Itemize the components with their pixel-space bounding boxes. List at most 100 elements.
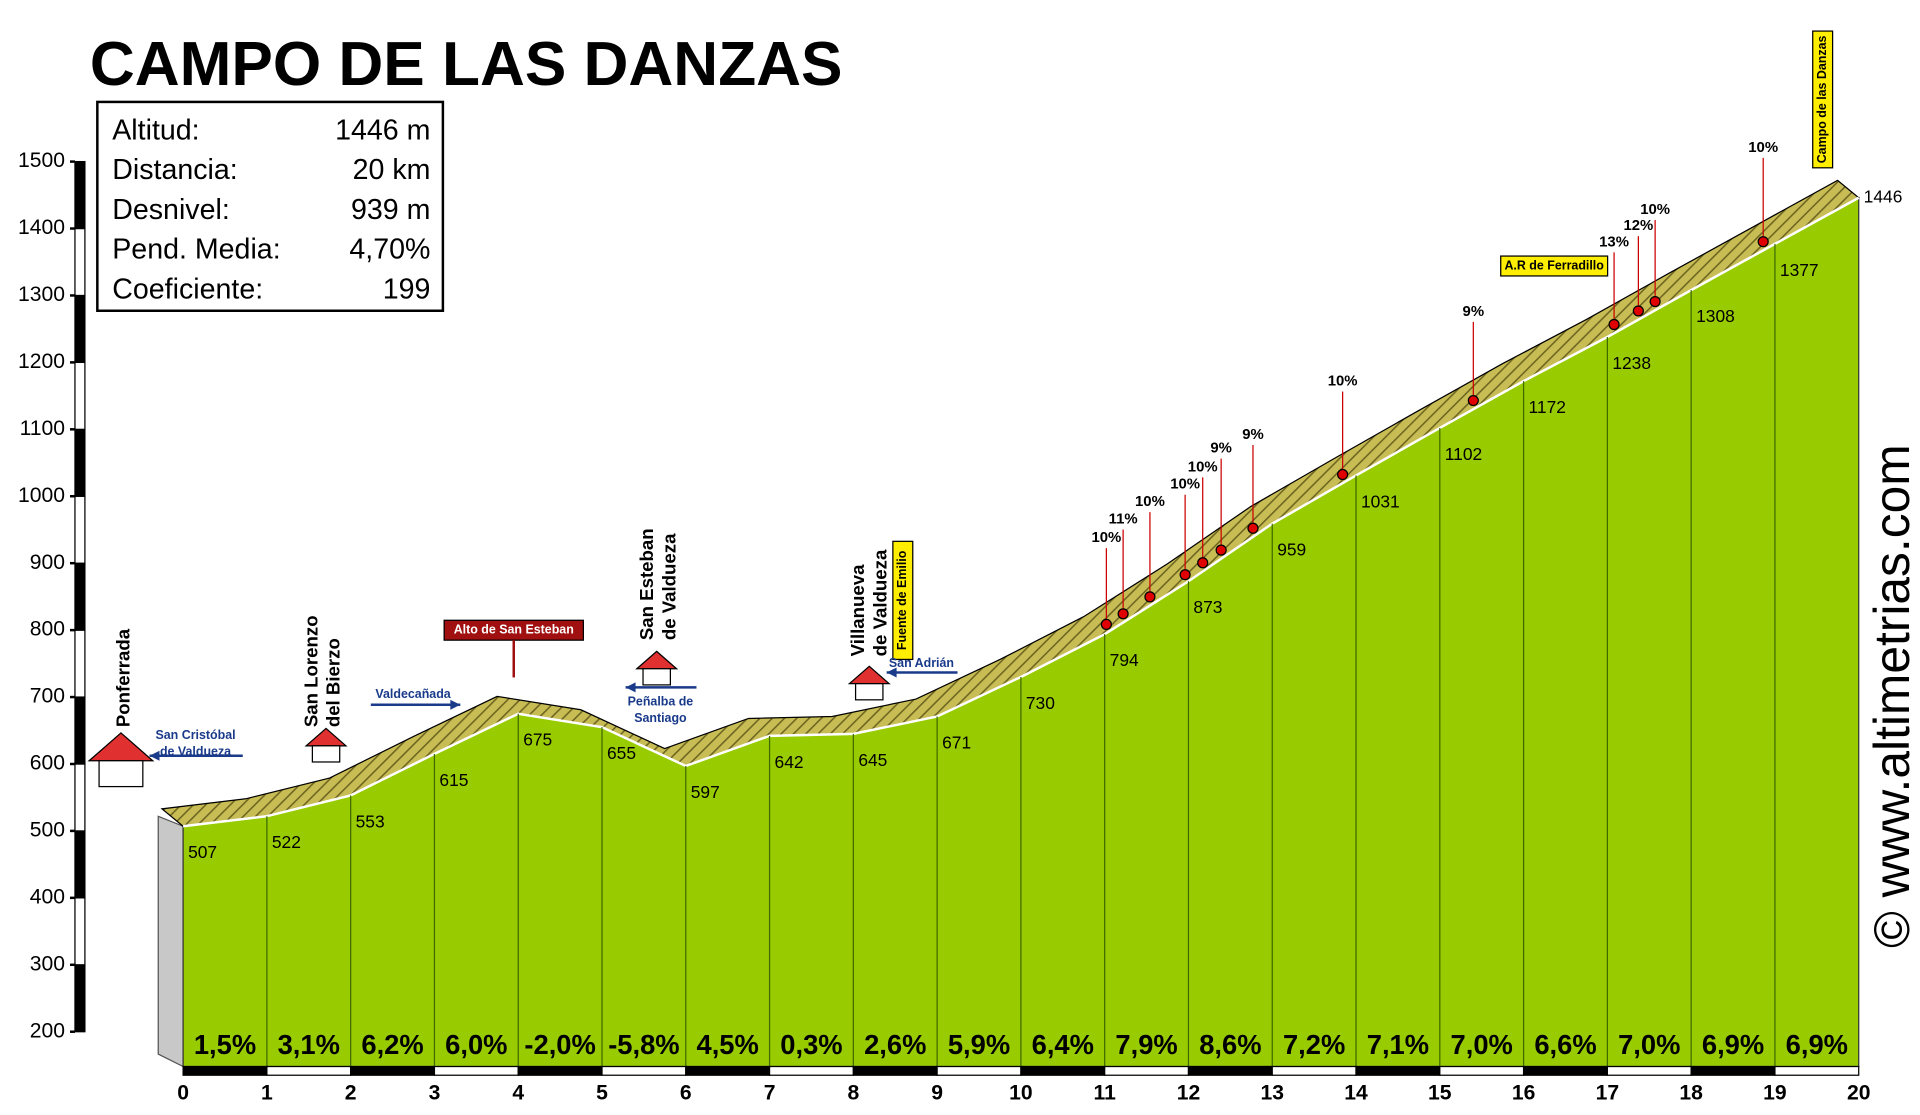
elevation-label: 1308 bbox=[1696, 306, 1735, 326]
gradient-label: 4,5% bbox=[697, 1029, 759, 1060]
elevation-label: 655 bbox=[607, 743, 636, 763]
x-tick-label: 9 bbox=[931, 1081, 943, 1104]
y-axis-segment bbox=[74, 830, 86, 899]
km-bar bbox=[1271, 1065, 1357, 1076]
sign-arrow-head bbox=[886, 667, 897, 678]
x-tick-label: 19 bbox=[1763, 1081, 1787, 1104]
house-body bbox=[854, 683, 884, 701]
y-tick-label: 300 bbox=[30, 952, 65, 975]
y-tick-label: 1000 bbox=[18, 484, 65, 507]
y-axis-segment bbox=[74, 428, 86, 497]
note-box bbox=[1500, 255, 1609, 277]
elevation-label: 1446 bbox=[1864, 186, 1903, 206]
y-axis-segment bbox=[74, 629, 86, 698]
y-tick-label: 600 bbox=[30, 752, 65, 775]
pin-dot bbox=[1757, 236, 1769, 248]
elevation-label: 645 bbox=[858, 750, 887, 770]
elevation-label: 597 bbox=[691, 782, 720, 802]
y-axis-segment bbox=[74, 964, 86, 1033]
sign-label: San Cristóbal bbox=[155, 728, 235, 742]
km-bar bbox=[1522, 1065, 1608, 1076]
y-tick-label: 1100 bbox=[20, 417, 65, 440]
x-tick-label: 10 bbox=[1009, 1081, 1033, 1104]
gradient-label: 5,9% bbox=[948, 1029, 1010, 1060]
sign-arrow-head bbox=[450, 699, 461, 710]
sign-label: San Adrián bbox=[889, 656, 954, 670]
elevation-label: 1031 bbox=[1361, 491, 1400, 511]
y-axis-segment bbox=[74, 897, 86, 966]
km-bar bbox=[1690, 1065, 1776, 1076]
y-tick-label: 700 bbox=[30, 685, 65, 708]
gradient-label: 7,0% bbox=[1451, 1029, 1513, 1060]
elevation-label: 675 bbox=[523, 730, 552, 750]
y-axis-segment bbox=[74, 160, 86, 230]
pin-label: 10% bbox=[1328, 374, 1358, 390]
km-bar bbox=[936, 1065, 1022, 1076]
x-tick-label: 13 bbox=[1260, 1081, 1284, 1104]
km-bar bbox=[1355, 1065, 1441, 1076]
y-axis-segment bbox=[74, 361, 86, 430]
km-bar bbox=[350, 1065, 436, 1076]
place-label: de Valdueza bbox=[870, 549, 891, 656]
x-tick-label: 6 bbox=[680, 1081, 692, 1104]
x-tick-label: 12 bbox=[1177, 1081, 1201, 1104]
y-axis-segment bbox=[74, 696, 86, 765]
info-label: Altitud: bbox=[112, 114, 199, 146]
info-label: Desnivel: bbox=[112, 194, 230, 226]
x-tick-label: 17 bbox=[1596, 1081, 1620, 1104]
info-value: 199 bbox=[383, 273, 431, 305]
pin-dot bbox=[1649, 295, 1661, 308]
pin-label: 12% bbox=[1623, 218, 1653, 234]
elevation-label: 1172 bbox=[1529, 397, 1566, 417]
website: © www.altimetrias.com bbox=[1864, 444, 1920, 948]
pin-label: 9% bbox=[1463, 304, 1485, 320]
gradient-label: 7,2% bbox=[1283, 1029, 1345, 1060]
gradient-label: 3,1% bbox=[278, 1029, 340, 1060]
km-bar bbox=[768, 1065, 854, 1076]
y-tick-label: 900 bbox=[30, 551, 65, 574]
x-tick-label: 8 bbox=[847, 1081, 859, 1104]
pin-label: 10% bbox=[1640, 202, 1670, 218]
x-tick-label: 7 bbox=[764, 1081, 776, 1104]
info-label: Distancia: bbox=[112, 154, 237, 186]
gradient-label: 1,5% bbox=[194, 1029, 256, 1060]
y-tick-label: 400 bbox=[30, 885, 65, 908]
gradient-label: 2,6% bbox=[864, 1029, 926, 1060]
y-axis-segment bbox=[74, 495, 86, 564]
gradient-label: 7,9% bbox=[1115, 1029, 1177, 1060]
info-value: 4,70% bbox=[349, 234, 430, 266]
elevation-label: 1238 bbox=[1612, 353, 1651, 373]
house-roof bbox=[304, 727, 348, 747]
gradient-label: 0,3% bbox=[780, 1029, 842, 1060]
house-body bbox=[642, 668, 671, 686]
pin-dot bbox=[1215, 544, 1227, 556]
sign-label: Valdecañada bbox=[375, 687, 450, 701]
note-label: Fuente de Emilio bbox=[895, 550, 909, 650]
gradient-label: -5,8% bbox=[608, 1029, 679, 1060]
elevation-label: 642 bbox=[775, 752, 804, 772]
chart-title: CAMPO DE LAS DANZAS bbox=[90, 30, 843, 99]
pass-label: Alto de San Esteban bbox=[454, 622, 574, 636]
elevation-label: 794 bbox=[1110, 650, 1139, 670]
km-bar bbox=[1020, 1065, 1106, 1076]
km-bar bbox=[1774, 1065, 1860, 1076]
elevation-label: 1377 bbox=[1780, 260, 1819, 280]
x-tick-label: 5 bbox=[596, 1081, 608, 1104]
y-axis-segment bbox=[74, 227, 86, 297]
km-bar bbox=[1439, 1065, 1525, 1076]
y-axis-segment bbox=[74, 562, 86, 631]
profile-line bbox=[182, 196, 1860, 828]
house-roof bbox=[635, 650, 679, 670]
km-bar bbox=[182, 1065, 268, 1076]
note-label: A.R de Ferradillo bbox=[1504, 258, 1604, 272]
x-tick-label: 14 bbox=[1344, 1081, 1368, 1104]
sign-arrow-head bbox=[625, 682, 636, 693]
gradient-label: 7,0% bbox=[1618, 1029, 1680, 1060]
house-roof bbox=[87, 732, 155, 762]
sign-arrow-head bbox=[149, 750, 160, 761]
note-box bbox=[1812, 30, 1834, 169]
y-tick-label: 800 bbox=[30, 618, 65, 641]
gradient-label: 6,6% bbox=[1534, 1029, 1596, 1060]
elevation-label: 615 bbox=[439, 770, 468, 790]
house-body bbox=[311, 745, 341, 763]
